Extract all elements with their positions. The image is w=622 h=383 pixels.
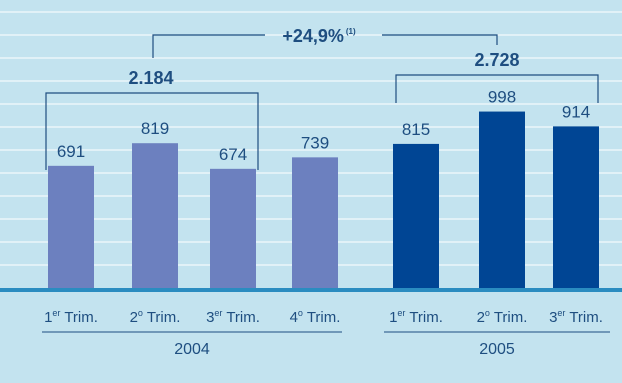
bracket-2005 <box>395 74 599 103</box>
data-label: 914 <box>562 102 590 121</box>
bar <box>292 157 338 288</box>
x-tick-label: 2o Trim. <box>477 308 528 326</box>
data-label: 739 <box>301 133 329 152</box>
growth-connector-left <box>152 34 265 58</box>
data-label: 815 <box>402 120 430 139</box>
data-label: 674 <box>219 145 247 164</box>
baseline <box>0 288 622 292</box>
data-label: 691 <box>57 142 85 161</box>
x-tick-label: 3er Trim. <box>206 308 260 326</box>
x-tick-label: 1er Trim. <box>389 308 443 326</box>
x-tick-label: 1er Trim. <box>44 308 98 326</box>
bars <box>0 111 622 292</box>
bar <box>553 126 599 288</box>
bar <box>479 111 525 289</box>
x-tick-label: 2o Trim. <box>130 308 181 326</box>
data-label: 998 <box>488 88 516 107</box>
data-label: 819 <box>141 119 169 138</box>
bar <box>210 168 256 288</box>
year-label: 2005 <box>479 341 515 358</box>
growth-label: +24,9% (1) <box>282 26 356 46</box>
bracket-2004 <box>45 92 259 170</box>
bar <box>132 143 178 288</box>
labels: 691 819 674 739 815 998 914 1er Trim. 2o Trim. 3e… <box>42 26 610 358</box>
x-tick-label: 3er Trim. <box>549 308 603 326</box>
x-tick-label: 4o Trim. <box>290 308 341 326</box>
group-total-2005: 2.728 <box>474 50 519 70</box>
group-total-2004: 2.184 <box>128 68 173 88</box>
bar <box>393 143 439 288</box>
brackets <box>45 34 599 170</box>
bar <box>48 165 94 288</box>
year-label: 2004 <box>174 341 210 358</box>
growth-connector-right <box>382 34 498 45</box>
